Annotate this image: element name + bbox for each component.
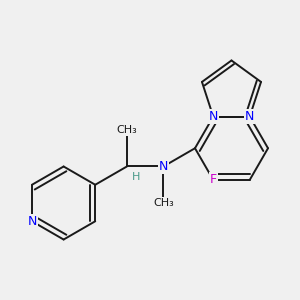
- Text: CH₃: CH₃: [153, 198, 174, 208]
- Text: N: N: [208, 110, 218, 123]
- Text: CH₃: CH₃: [116, 125, 137, 135]
- Text: H: H: [132, 172, 140, 182]
- Text: N: N: [27, 215, 37, 228]
- Text: F: F: [210, 173, 217, 186]
- Text: N: N: [245, 110, 254, 123]
- Text: N: N: [159, 160, 168, 173]
